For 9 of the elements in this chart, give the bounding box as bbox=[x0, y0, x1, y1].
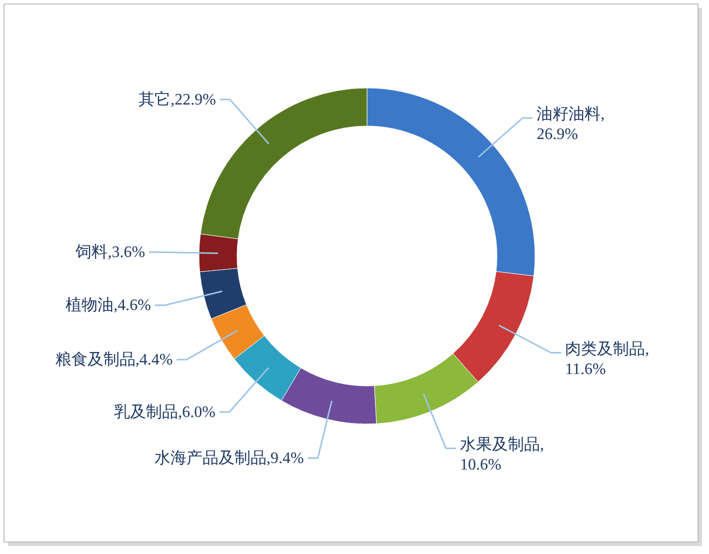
slice-label: 乳及制品,6.0% bbox=[114, 403, 216, 422]
slice-label: 饲料,3.6% bbox=[74, 243, 146, 262]
slice-label: 油籽油料, 26.9% bbox=[536, 104, 605, 143]
slice-label: 粮食及制品,4.4% bbox=[55, 350, 173, 369]
slice-label: 植物油,4.6% bbox=[66, 296, 151, 314]
slice-label: 水果及制品, 10.6% bbox=[460, 435, 544, 474]
slice-label: 其它,22.9% bbox=[138, 90, 216, 109]
slice-label: 肉类及制品, 11.6% bbox=[565, 340, 650, 378]
slice-label: 水海产品及制品,9.4% bbox=[154, 449, 304, 468]
